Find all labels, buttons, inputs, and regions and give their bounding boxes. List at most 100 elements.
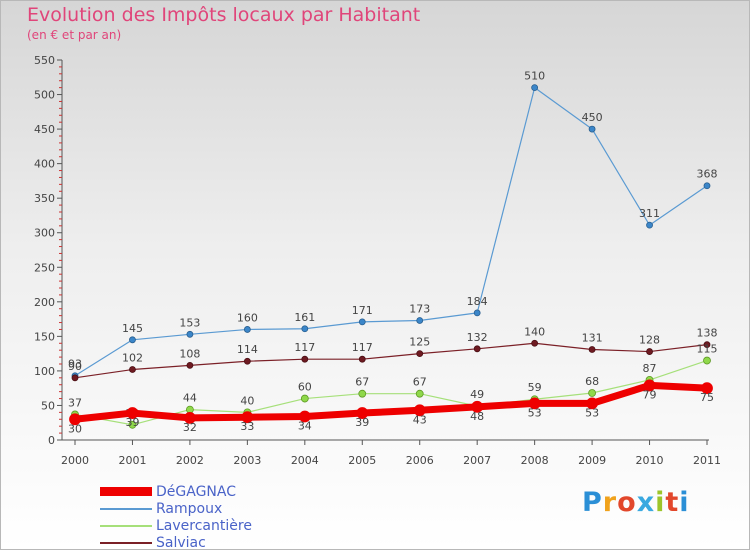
- proxiti-logo: Proxiti: [582, 487, 690, 518]
- data-label-rampoux: 368: [697, 168, 718, 181]
- data-point-salviac: [473, 345, 481, 353]
- data-point-rampoux: [531, 84, 539, 92]
- data-label-salviac: 140: [524, 325, 545, 338]
- logo-letter: x: [636, 487, 656, 518]
- x-tick-label: 2009: [578, 454, 606, 467]
- data-point-salviac: [243, 357, 251, 365]
- data-point-lavercantiere: [300, 394, 309, 403]
- data-label-salviac: 131: [582, 331, 603, 344]
- data-label-salviac: 138: [697, 327, 718, 340]
- x-tick-label: 2010: [636, 454, 664, 467]
- y-tick-label: 150: [34, 330, 55, 343]
- data-point-rampoux: [243, 326, 251, 333]
- y-tick-label: 250: [34, 261, 55, 274]
- data-label-lavercantiere: 67: [355, 376, 369, 389]
- data-label-degagnac: 53: [585, 406, 599, 419]
- data-label-salviac: 108: [179, 347, 200, 360]
- data-label-rampoux: 450: [582, 111, 603, 124]
- series-line-rampoux: [74, 87, 708, 377]
- data-label-rampoux: 510: [524, 70, 545, 83]
- data-label-lavercantiere: 37: [68, 396, 82, 409]
- x-tick-label: 2011: [693, 454, 721, 467]
- data-point-salviac: [646, 348, 653, 355]
- data-point-degagnac: [471, 400, 484, 413]
- data-label-degagnac: 53: [528, 406, 542, 419]
- chart-legend: DéGAGNAC Rampoux Lavercantière Salviac: [100, 483, 252, 551]
- x-tick-label: 2002: [176, 454, 204, 467]
- data-point-rampoux: [416, 317, 424, 324]
- data-point-degagnac: [528, 397, 541, 410]
- x-tick-label: 2000: [61, 454, 89, 467]
- data-label-rampoux: 161: [294, 311, 315, 324]
- legend-swatch-degagnac: [100, 487, 152, 496]
- legend-label: DéGAGNAC: [156, 483, 237, 500]
- chart-title: Evolution des Impôts locaux par Habitant: [27, 4, 421, 26]
- y-tick-label: 550: [34, 54, 55, 67]
- data-point-lavercantiere: [358, 389, 367, 398]
- data-label-degagnac: 32: [183, 421, 197, 434]
- data-label-degagnac: 39: [125, 416, 139, 429]
- data-label-lavercantiere: 40: [240, 394, 254, 407]
- legend-swatch-lavercantiere: [100, 524, 152, 527]
- data-point-degagnac: [413, 404, 426, 417]
- data-label-degagnac: 79: [643, 388, 657, 401]
- data-label-lavercantiere: 87: [643, 362, 657, 375]
- data-point-lavercantiere: [588, 389, 596, 397]
- data-point-rampoux: [358, 318, 366, 326]
- x-tick-label: 2001: [118, 454, 146, 467]
- x-tick-label: 2003: [233, 454, 261, 467]
- data-point-rampoux: [473, 309, 481, 317]
- data-label-rampoux: 93: [68, 358, 82, 371]
- data-point-salviac: [301, 355, 309, 363]
- logo-letter: P: [582, 487, 603, 518]
- data-label-rampoux: 145: [122, 322, 143, 335]
- data-point-degagnac: [184, 411, 196, 424]
- chart-subtitle: (en € et par an): [27, 28, 122, 42]
- data-point-salviac: [129, 366, 136, 373]
- data-label-rampoux: 311: [639, 207, 660, 220]
- data-label-rampoux: 184: [467, 295, 488, 308]
- data-label-rampoux: 153: [179, 316, 200, 329]
- data-label-rampoux: 160: [237, 311, 258, 324]
- legend-item-salviac: Salviac: [100, 534, 252, 551]
- legend-item-degagnac: DéGAGNAC: [100, 483, 252, 500]
- data-point-degagnac: [126, 407, 139, 419]
- x-tick-label: 2008: [521, 454, 549, 467]
- data-label-salviac: 90: [68, 360, 82, 373]
- data-point-rampoux: [129, 336, 136, 344]
- legend-swatch-salviac: [100, 541, 152, 544]
- y-tick-label: 100: [34, 365, 55, 378]
- x-tick-label: 2004: [291, 454, 319, 467]
- data-label-lavercantiere: 49: [470, 388, 484, 401]
- y-tick-label: 50: [41, 399, 55, 412]
- data-point-rampoux: [703, 182, 711, 190]
- data-point-degagnac: [356, 407, 369, 419]
- series-line-lavercantiere: [74, 359, 708, 426]
- data-point-degagnac: [298, 410, 311, 423]
- logo-letter: o: [617, 487, 637, 518]
- data-label-salviac: 114: [237, 343, 258, 356]
- y-tick-label: 400: [34, 158, 55, 171]
- data-label-salviac: 132: [467, 331, 488, 344]
- y-tick-label: 0: [48, 434, 55, 447]
- data-label-salviac: 117: [294, 341, 315, 354]
- data-label-rampoux: 173: [409, 302, 430, 315]
- data-label-salviac: 128: [639, 334, 660, 347]
- data-label-rampoux: 171: [352, 304, 373, 317]
- data-label-degagnac: 48: [470, 410, 484, 423]
- data-point-salviac: [416, 350, 424, 358]
- data-point-salviac: [71, 374, 79, 382]
- data-label-degagnac: 33: [240, 420, 254, 433]
- logo-letter: r: [602, 487, 618, 518]
- legend-label: Rampoux: [156, 500, 223, 517]
- data-point-degagnac: [701, 382, 713, 395]
- data-point-rampoux: [588, 125, 596, 133]
- logo-letter: t: [665, 487, 680, 518]
- x-tick-label: 2005: [348, 454, 376, 467]
- data-point-lavercantiere: [128, 420, 137, 429]
- data-point-degagnac: [643, 379, 656, 392]
- data-point-salviac: [186, 361, 194, 369]
- x-tick-label: 2006: [406, 454, 434, 467]
